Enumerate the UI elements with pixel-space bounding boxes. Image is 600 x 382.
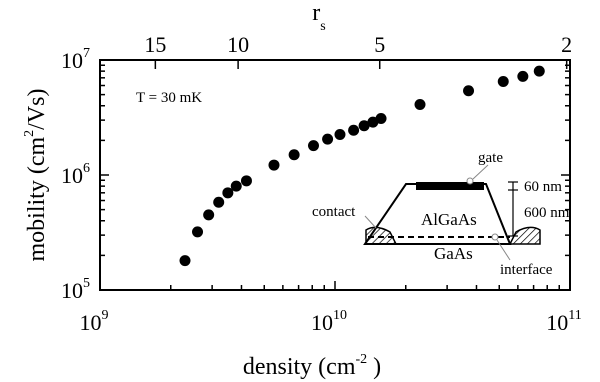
data-point <box>240 175 252 187</box>
data-point <box>307 140 319 152</box>
top-axis-title: rs <box>312 0 325 34</box>
axis-ticks <box>99 60 570 291</box>
x-tick-label: 109 <box>80 308 109 335</box>
gaas-label: GaAs <box>434 244 473 263</box>
top-tick-label: 2 <box>561 32 572 57</box>
top-tick-label: 5 <box>374 32 385 57</box>
data-point <box>414 99 426 111</box>
contact-leader <box>364 215 377 229</box>
left-contact <box>365 226 398 245</box>
data-point <box>322 133 334 145</box>
top-tick-label: 10 <box>227 32 249 57</box>
data-point <box>268 159 280 171</box>
gate-pointer <box>466 177 474 185</box>
data-point <box>288 149 300 161</box>
data-point <box>358 120 370 132</box>
data-point <box>348 124 360 136</box>
gate-leader <box>472 164 489 180</box>
x-tick-label: 1011 <box>546 308 581 335</box>
interface-leader <box>496 239 511 261</box>
data-point <box>334 128 346 140</box>
data-point <box>463 85 475 97</box>
y-axis-title: mobility (cm2/Vs) <box>22 89 50 262</box>
heterostructure-inset: gate contact AlGaAs GaAs interface 60 nm… <box>312 150 570 278</box>
data-point <box>192 226 204 238</box>
data-point <box>222 187 234 199</box>
top-tick-label: 15 <box>144 32 166 57</box>
data-point <box>497 76 509 88</box>
data-point <box>230 180 242 192</box>
dim-60nm-label: 60 nm <box>524 179 562 195</box>
data-point <box>533 65 545 77</box>
data-point <box>517 70 529 82</box>
algaas-label: AlGaAs <box>421 210 477 229</box>
data-point <box>179 255 191 267</box>
y-tick-label: 107 <box>61 46 90 73</box>
data-point <box>203 209 215 221</box>
gate-label: gate <box>478 150 503 166</box>
dim-600nm-label: 600 nm <box>524 205 570 221</box>
contact-label: contact <box>312 204 356 220</box>
right-contact <box>508 226 541 245</box>
interface-pointer <box>491 233 499 241</box>
temperature-annotation: T = 30 mK <box>136 90 202 106</box>
data-points <box>179 65 545 267</box>
x-tick-label: 1010 <box>311 308 347 335</box>
algaas-mesa <box>363 183 512 245</box>
y-tick-label: 105 <box>61 276 90 303</box>
x-axis-title: density (cm-2 ) <box>243 352 381 380</box>
data-point <box>213 196 225 208</box>
interface-label: interface <box>500 262 553 278</box>
y-tick-label: 106 <box>61 161 90 188</box>
data-point <box>375 112 387 124</box>
gate-electrode <box>416 182 484 190</box>
